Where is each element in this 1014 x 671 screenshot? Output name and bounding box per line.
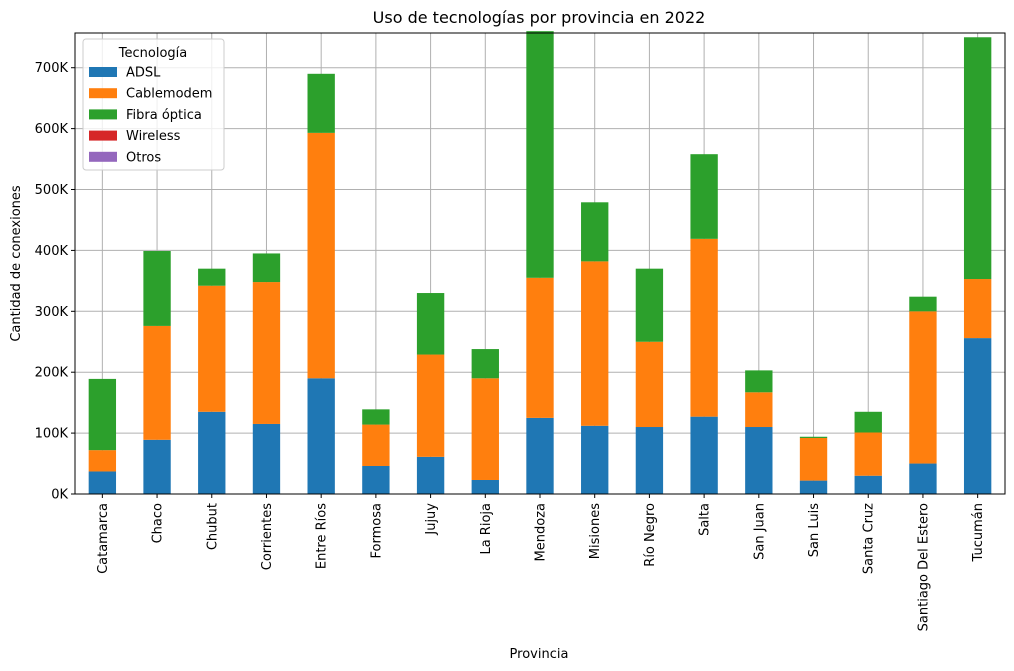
- bar-segment: [854, 475, 882, 494]
- bar-segment: [416, 354, 445, 457]
- bar-segment: [252, 282, 281, 424]
- bar-segment: [745, 392, 773, 428]
- bar-segment: [307, 378, 335, 494]
- bar-segment: [635, 341, 664, 428]
- legend-label: Fibra óptica: [126, 108, 202, 123]
- x-tick-label: Catamarca: [96, 503, 111, 574]
- bar-segment: [416, 456, 445, 494]
- y-axis: 0K 100K 200K 300K 400K 500K 600K 700K: [35, 61, 75, 503]
- legend-label: Wireless: [126, 129, 181, 144]
- x-axis-title: Provincia: [510, 647, 569, 662]
- bar-segment: [143, 325, 171, 440]
- legend-title: Tecnología: [118, 46, 187, 61]
- bar-segment: [690, 238, 718, 417]
- y-tick-label: 500K: [35, 183, 69, 198]
- bar-segment: [581, 202, 609, 262]
- x-tick-label: San Juan: [752, 503, 767, 560]
- legend-swatch: [89, 109, 117, 120]
- bar-segment: [198, 268, 226, 286]
- bar-segment: [963, 279, 992, 339]
- x-tick-label: Corrientes: [260, 503, 275, 570]
- bar-segment: [745, 427, 773, 494]
- bar-segment: [745, 370, 773, 393]
- x-axis: Catamarca Chaco Chubut Corrientes Entre Ríos…: [96, 494, 986, 631]
- x-tick-label: La Rioja: [479, 503, 494, 555]
- bar-segment: [799, 437, 828, 481]
- legend-items: ADSL Cablemodem Fibra óptica Wireless Otros: [89, 66, 212, 165]
- legend-swatch: [89, 151, 117, 162]
- x-tick-label: Salta: [698, 503, 713, 536]
- bar-segment: [526, 417, 554, 494]
- x-tick-label: Entre Ríos: [315, 503, 330, 569]
- legend-label: ADSL: [126, 66, 161, 81]
- bar-segment: [526, 31, 554, 278]
- y-axis-title: Cantidad de conexiones: [9, 185, 24, 342]
- bar-segment: [252, 253, 281, 283]
- bar-segment: [416, 293, 445, 355]
- bar-segment: [471, 479, 499, 494]
- bar-segment: [963, 338, 992, 494]
- bar-segment: [307, 132, 335, 379]
- bar-segment: [909, 296, 937, 312]
- bar-segment: [581, 261, 609, 426]
- bar-segment: [526, 277, 554, 418]
- bars-layer: [88, 31, 992, 494]
- x-tick-label: Chubut: [205, 503, 220, 550]
- bar-segment: [362, 465, 390, 494]
- bar-segment: [88, 450, 117, 472]
- bar-segment: [635, 427, 664, 494]
- y-tick-label: 100K: [35, 427, 69, 442]
- legend-label: Otros: [126, 150, 161, 165]
- bar-segment: [198, 285, 226, 412]
- bar-segment: [635, 268, 664, 342]
- bar-segment: [963, 37, 992, 280]
- legend-swatch: [89, 67, 117, 77]
- bar-segment: [88, 471, 117, 494]
- legend-box: [82, 38, 225, 171]
- legend-swatch: [89, 130, 117, 141]
- x-tick-label: Santa Cruz: [862, 503, 877, 574]
- bar-segment: [909, 463, 937, 494]
- bar-segment: [854, 411, 882, 433]
- bar-segment: [799, 480, 828, 494]
- x-tick-label: Chaco: [151, 503, 166, 543]
- y-tick-label: 700K: [35, 61, 69, 76]
- y-tick-label: 300K: [35, 305, 69, 320]
- x-tick-label: Jujuy: [424, 503, 439, 536]
- bar-segment: [909, 311, 937, 464]
- bar-segment: [88, 378, 117, 451]
- x-tick-label: San Luis: [807, 503, 822, 557]
- y-tick-label: 400K: [35, 244, 69, 259]
- bar-segment: [471, 349, 499, 379]
- bar-segment: [252, 423, 281, 494]
- y-tick-label: 200K: [35, 366, 69, 381]
- bar-segment: [143, 251, 171, 326]
- bar-segment: [198, 411, 226, 494]
- y-tick-label: 600K: [35, 122, 69, 137]
- x-tick-label: Tucumán: [971, 503, 986, 562]
- x-tick-label: Misiones: [588, 503, 603, 559]
- legend-label: Cablemodem: [126, 87, 212, 102]
- legend-swatch: [89, 88, 117, 99]
- bar-segment: [854, 432, 882, 476]
- bar-segment: [307, 73, 335, 133]
- bar-segment: [362, 424, 390, 466]
- bar-segment: [471, 378, 499, 480]
- bar-segment: [690, 154, 718, 239]
- x-tick-label: Formosa: [369, 503, 384, 558]
- bar-segment: [362, 409, 390, 425]
- x-tick-label: Mendoza: [534, 503, 549, 561]
- x-tick-label: Río Negro: [643, 503, 658, 567]
- y-tick-label: 0K: [51, 488, 68, 503]
- bar-segment: [581, 425, 609, 494]
- legend: Tecnología ADSL Cablemodem Fibra óptica Wir…: [82, 38, 225, 171]
- x-tick-label: Santiago Del Estero: [916, 503, 931, 631]
- bar-segment: [690, 416, 718, 494]
- bar-segment: [143, 439, 171, 494]
- chart-title: Uso de tecnologías por provincia en 2022: [373, 8, 706, 27]
- bar-segment: [799, 436, 828, 438]
